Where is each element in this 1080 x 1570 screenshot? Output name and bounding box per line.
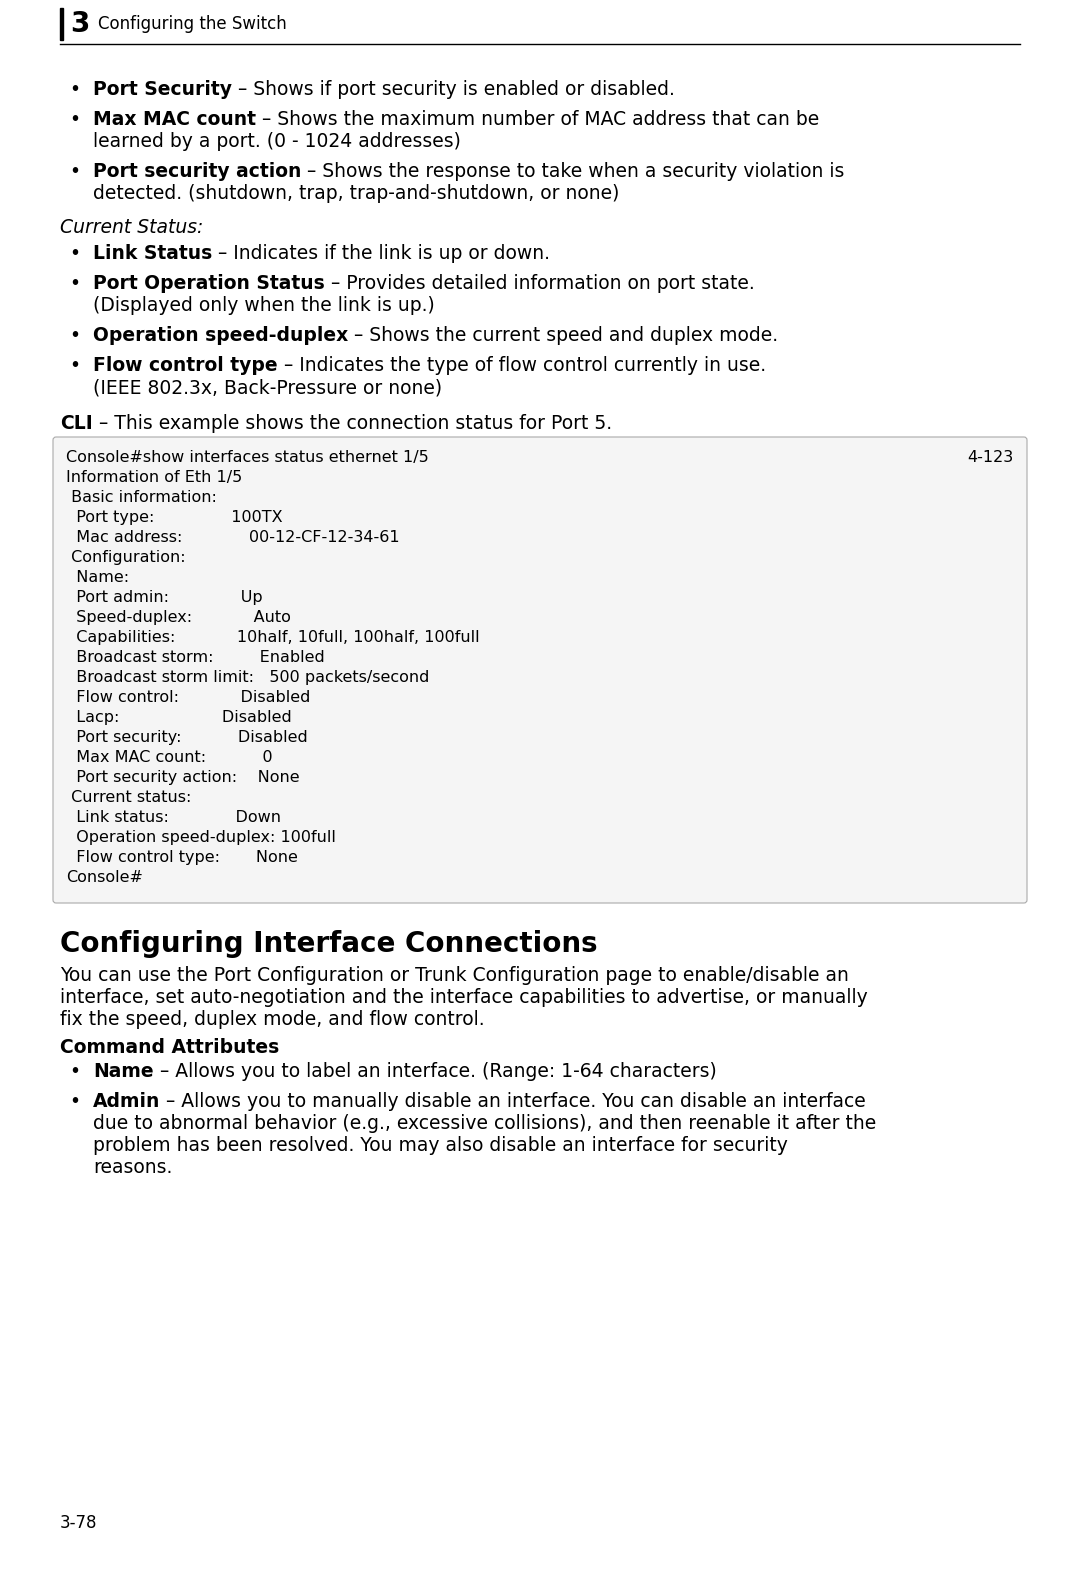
Text: Console#: Console# — [66, 870, 143, 885]
Text: – Shows the maximum number of MAC address that can be: – Shows the maximum number of MAC addres… — [256, 110, 820, 129]
Text: Link status:             Down: Link status: Down — [66, 810, 281, 824]
FancyBboxPatch shape — [53, 436, 1027, 903]
Text: Link Status: Link Status — [93, 243, 213, 264]
Text: due to abnormal behavior (e.g., excessive collisions), and then reenable it afte: due to abnormal behavior (e.g., excessiv… — [93, 1115, 876, 1134]
Text: interface, set auto-negotiation and the interface capabilities to advertise, or : interface, set auto-negotiation and the … — [60, 988, 867, 1006]
Text: Speed-duplex:            Auto: Speed-duplex: Auto — [66, 611, 291, 625]
Text: Broadcast storm:         Enabled: Broadcast storm: Enabled — [66, 650, 325, 666]
Text: Flow control:            Disabled: Flow control: Disabled — [66, 689, 310, 705]
Text: Configuration:: Configuration: — [66, 550, 186, 565]
Text: •: • — [69, 1093, 81, 1112]
Text: •: • — [69, 80, 81, 99]
Text: Mac address:             00-12-CF-12-34-61: Mac address: 00-12-CF-12-34-61 — [66, 531, 400, 545]
Text: Console#show interfaces status ethernet 1/5: Console#show interfaces status ethernet … — [66, 451, 429, 465]
Text: – Shows if port security is enabled or disabled.: – Shows if port security is enabled or d… — [232, 80, 675, 99]
Text: Command Attributes: Command Attributes — [60, 1038, 280, 1057]
Text: 3: 3 — [70, 9, 90, 38]
Text: Name:: Name: — [66, 570, 130, 586]
Text: Current status:: Current status: — [66, 790, 191, 805]
Text: Port Security: Port Security — [93, 80, 232, 99]
Text: Operation speed-duplex: Operation speed-duplex — [93, 327, 348, 345]
Text: Max MAC count: Max MAC count — [93, 110, 256, 129]
Text: reasons.: reasons. — [93, 1159, 173, 1178]
Text: Configuring Interface Connections: Configuring Interface Connections — [60, 929, 597, 958]
Text: (Displayed only when the link is up.): (Displayed only when the link is up.) — [93, 297, 435, 316]
Text: Port admin:              Up: Port admin: Up — [66, 590, 262, 604]
Text: detected. (shutdown, trap, trap-and-shutdown, or none): detected. (shutdown, trap, trap-and-shut… — [93, 184, 619, 203]
Text: Port type:               100TX: Port type: 100TX — [66, 510, 283, 524]
Text: •: • — [69, 110, 81, 129]
Text: Configuring the Switch: Configuring the Switch — [98, 16, 287, 33]
Text: •: • — [69, 243, 81, 264]
Text: Capabilities:            10half, 10full, 100half, 100full: Capabilities: 10half, 10full, 100half, 1… — [66, 630, 480, 645]
Text: Max MAC count:           0: Max MAC count: 0 — [66, 750, 272, 765]
Text: fix the speed, duplex mode, and flow control.: fix the speed, duplex mode, and flow con… — [60, 1010, 485, 1028]
Text: •: • — [69, 162, 81, 181]
Text: Port Operation Status: Port Operation Status — [93, 275, 325, 294]
Text: Information of Eth 1/5: Information of Eth 1/5 — [66, 469, 242, 485]
Text: Port security action:    None: Port security action: None — [66, 769, 299, 785]
Text: Lacp:                    Disabled: Lacp: Disabled — [66, 710, 292, 725]
Text: – Indicates if the link is up or down.: – Indicates if the link is up or down. — [213, 243, 550, 264]
Text: learned by a port. (0 - 1024 addresses): learned by a port. (0 - 1024 addresses) — [93, 132, 461, 151]
Text: •: • — [69, 327, 81, 345]
Text: Port security action: Port security action — [93, 162, 301, 181]
Text: – Provides detailed information on port state.: – Provides detailed information on port … — [325, 275, 755, 294]
Text: (IEEE 802.3x, Back-Pressure or none): (IEEE 802.3x, Back-Pressure or none) — [93, 378, 442, 397]
Text: You can use the Port Configuration or Trunk Configuration page to enable/disable: You can use the Port Configuration or Tr… — [60, 966, 849, 984]
Text: Operation speed-duplex: 100full: Operation speed-duplex: 100full — [66, 831, 336, 845]
Text: •: • — [69, 275, 81, 294]
Text: •: • — [69, 356, 81, 375]
Text: Port security:           Disabled: Port security: Disabled — [66, 730, 308, 746]
Text: Current Status:: Current Status: — [60, 218, 203, 237]
Text: Admin: Admin — [93, 1093, 160, 1112]
Text: Broadcast storm limit:   500 packets/second: Broadcast storm limit: 500 packets/secon… — [66, 670, 430, 685]
Text: 4-123: 4-123 — [968, 451, 1014, 465]
Text: – Allows you to manually disable an interface. You can disable an interface: – Allows you to manually disable an inte… — [160, 1093, 866, 1112]
Text: Flow control type: Flow control type — [93, 356, 278, 375]
Text: – Allows you to label an interface. (Range: 1-64 characters): – Allows you to label an interface. (Ran… — [153, 1061, 716, 1082]
Bar — [60, 8, 63, 39]
Text: 3-78: 3-78 — [60, 1513, 97, 1532]
Text: CLI: CLI — [60, 414, 93, 433]
Text: – Shows the response to take when a security violation is: – Shows the response to take when a secu… — [301, 162, 845, 181]
Text: problem has been resolved. You may also disable an interface for security: problem has been resolved. You may also … — [93, 1137, 788, 1156]
Text: Flow control type:       None: Flow control type: None — [66, 849, 298, 865]
Text: – Indicates the type of flow control currently in use.: – Indicates the type of flow control cur… — [278, 356, 766, 375]
Text: Name: Name — [93, 1061, 153, 1082]
Text: – Shows the current speed and duplex mode.: – Shows the current speed and duplex mod… — [348, 327, 779, 345]
Text: – This example shows the connection status for Port 5.: – This example shows the connection stat… — [93, 414, 612, 433]
Text: •: • — [69, 1061, 81, 1082]
Text: Basic information:: Basic information: — [66, 490, 217, 506]
